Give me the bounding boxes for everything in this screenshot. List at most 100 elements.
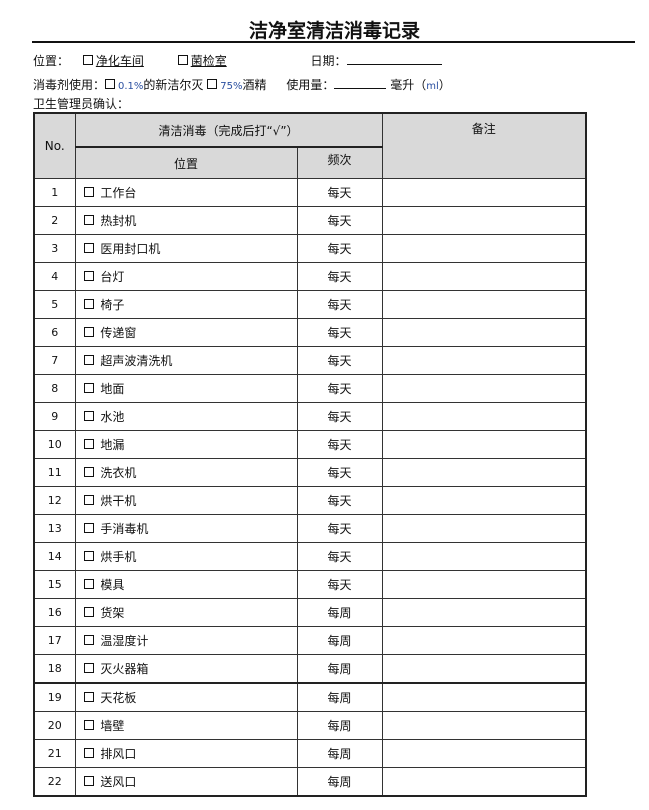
- row-remarks[interactable]: [381, 542, 587, 571]
- row-frequency: 每天: [296, 374, 383, 403]
- row-position: 烘手机: [74, 542, 298, 571]
- table-row: 3 医用封口机 每天: [33, 234, 587, 263]
- row-checkbox[interactable]: [83, 748, 94, 758]
- row-remarks[interactable]: [381, 598, 587, 627]
- row-frequency: 每天: [296, 402, 383, 431]
- row-item: 送风口: [100, 775, 137, 789]
- row-remarks[interactable]: [381, 626, 587, 655]
- row-position: 超声波清洗机: [74, 346, 298, 375]
- row-checkbox[interactable]: [83, 720, 94, 730]
- row-remarks[interactable]: [381, 178, 587, 207]
- row-remarks[interactable]: [381, 739, 587, 768]
- row-checkbox[interactable]: [83, 635, 94, 645]
- checkbox-cleanroom[interactable]: [82, 55, 93, 65]
- row-checkbox[interactable]: [83, 579, 94, 589]
- location-option-cleanroom: 净化车间: [95, 54, 144, 68]
- row-frequency: 每周: [296, 654, 383, 684]
- disinfectant-label: 消毒剂使用：: [33, 78, 106, 92]
- row-remarks[interactable]: [381, 514, 587, 543]
- row-checkbox[interactable]: [83, 411, 94, 421]
- row-remarks[interactable]: [381, 767, 587, 797]
- row-checkbox[interactable]: [83, 327, 94, 337]
- row-number: 5: [33, 290, 76, 319]
- table-row: 11 洗衣机 每天: [33, 458, 587, 487]
- row-remarks[interactable]: [381, 234, 587, 263]
- row-checkbox[interactable]: [83, 495, 94, 505]
- table-row: 21 排风口 每周: [33, 739, 587, 768]
- row-checkbox[interactable]: [83, 243, 94, 253]
- row-checkbox[interactable]: [83, 607, 94, 617]
- row-checkbox[interactable]: [83, 383, 94, 393]
- location-line: 位置： 净化车间 菌检室 日期：: [33, 52, 442, 69]
- row-checkbox[interactable]: [83, 299, 94, 309]
- row-remarks[interactable]: [381, 486, 587, 515]
- checkbox-option1[interactable]: [105, 79, 116, 89]
- date-label: 日期：: [310, 54, 347, 68]
- row-number: 7: [33, 346, 76, 375]
- row-checkbox[interactable]: [83, 439, 94, 449]
- row-frequency: 每天: [296, 430, 383, 459]
- row-checkbox[interactable]: [83, 271, 94, 281]
- row-number: 20: [33, 711, 76, 740]
- row-position: 椅子: [74, 290, 298, 319]
- date-field[interactable]: [346, 54, 442, 65]
- row-position: 手消毒机: [74, 514, 298, 543]
- row-number: 9: [33, 402, 76, 431]
- row-frequency: 每周: [296, 598, 383, 627]
- row-checkbox[interactable]: [83, 187, 94, 197]
- row-position: 排风口: [74, 739, 298, 768]
- row-remarks[interactable]: [381, 346, 587, 375]
- row-remarks[interactable]: [381, 654, 587, 684]
- row-remarks[interactable]: [381, 570, 587, 599]
- row-frequency: 每周: [296, 626, 383, 655]
- table-row: 17 温湿度计 每周: [33, 626, 587, 655]
- row-item: 模具: [100, 578, 125, 592]
- row-item: 天花板: [100, 691, 137, 705]
- row-checkbox[interactable]: [83, 355, 94, 365]
- row-remarks[interactable]: [381, 402, 587, 431]
- row-remarks[interactable]: [381, 318, 587, 347]
- option1-name: 的新洁尔灭: [143, 78, 204, 92]
- row-position: 墙壁: [74, 711, 298, 740]
- row-position: 模具: [74, 570, 298, 599]
- checkbox-option2[interactable]: [207, 79, 218, 89]
- row-remarks[interactable]: [381, 290, 587, 319]
- row-remarks[interactable]: [381, 262, 587, 291]
- row-position: 灭火器箱: [74, 654, 298, 684]
- row-number: 13: [33, 514, 76, 543]
- row-remarks[interactable]: [381, 458, 587, 487]
- unit-label: 毫升（: [390, 78, 427, 92]
- checkbox-lab[interactable]: [177, 55, 188, 65]
- row-frequency: 每天: [296, 206, 383, 235]
- row-checkbox[interactable]: [83, 776, 94, 786]
- usage-field[interactable]: [334, 78, 387, 89]
- table-row: 18 灭火器箱 每周: [33, 654, 587, 684]
- row-checkbox[interactable]: [83, 523, 94, 533]
- row-position: 温湿度计: [74, 626, 298, 655]
- row-item: 水池: [100, 410, 125, 424]
- row-checkbox[interactable]: [83, 692, 94, 702]
- row-item: 椅子: [100, 298, 125, 312]
- row-remarks[interactable]: [381, 430, 587, 459]
- row-number: 4: [33, 262, 76, 291]
- row-item: 烘手机: [100, 550, 137, 564]
- row-number: 18: [33, 654, 76, 684]
- row-checkbox[interactable]: [83, 467, 94, 477]
- title-rule: [32, 41, 635, 43]
- table-row: 7 超声波清洗机 每天: [33, 346, 587, 375]
- row-number: 11: [33, 458, 76, 487]
- row-remarks[interactable]: [381, 711, 587, 740]
- table-row: 13 手消毒机 每天: [33, 514, 587, 543]
- row-frequency: 每天: [296, 570, 383, 599]
- row-remarks[interactable]: [381, 682, 587, 712]
- row-remarks[interactable]: [381, 374, 587, 403]
- table-row: 8 地面 每天: [33, 374, 587, 403]
- row-checkbox[interactable]: [83, 551, 94, 561]
- row-item: 灭火器箱: [100, 662, 149, 676]
- row-checkbox[interactable]: [83, 215, 94, 225]
- row-item: 烘干机: [100, 494, 137, 508]
- row-frequency: 每天: [296, 262, 383, 291]
- row-frequency: 每天: [296, 318, 383, 347]
- row-checkbox[interactable]: [83, 663, 94, 673]
- row-remarks[interactable]: [381, 206, 587, 235]
